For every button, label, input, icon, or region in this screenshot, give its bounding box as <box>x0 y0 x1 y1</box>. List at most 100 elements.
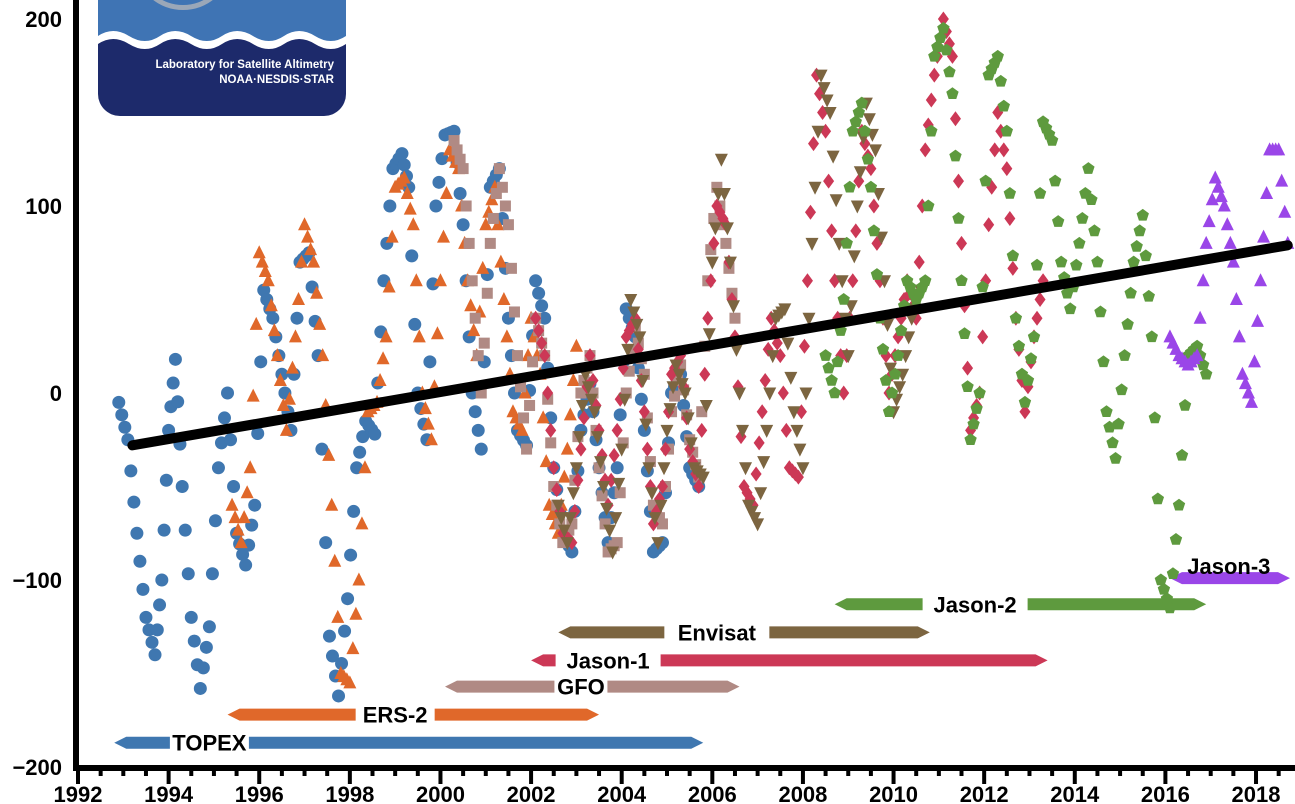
point-topex <box>169 353 182 366</box>
point-gfo <box>615 487 626 498</box>
point-jason-1 <box>920 142 931 157</box>
point-gfo <box>479 338 490 349</box>
point-jason-2 <box>1004 187 1016 199</box>
point-ers-2 <box>298 217 311 230</box>
point-gfo <box>503 219 514 230</box>
point-jason-2 <box>937 22 949 34</box>
point-jason-1 <box>962 361 973 376</box>
point-jason-1 <box>826 223 837 238</box>
point-jason-2 <box>1007 249 1019 261</box>
point-topex <box>475 443 488 456</box>
y-tick-label: 100 <box>25 194 62 219</box>
point-jason-3 <box>1251 314 1264 327</box>
point-jason-1 <box>1007 261 1018 276</box>
point-topex <box>454 187 467 200</box>
point-jason-1 <box>977 329 988 344</box>
point-jason-2 <box>1052 215 1064 227</box>
point-envisat <box>790 425 803 438</box>
x-tick-label: 1994 <box>144 782 194 804</box>
point-jason-2 <box>1055 256 1067 268</box>
point-jason-1 <box>926 93 937 108</box>
point-envisat <box>830 194 843 207</box>
point-jason-2 <box>970 402 982 414</box>
point-topex <box>188 635 201 648</box>
point-topex <box>171 395 184 408</box>
point-jason-1 <box>914 255 925 270</box>
point-jason-2 <box>992 50 1004 62</box>
point-jason-2 <box>877 343 889 355</box>
point-ers-2 <box>413 329 426 342</box>
point-jason-2 <box>1049 175 1061 187</box>
point-ers-2 <box>377 351 390 364</box>
point-gfo <box>545 437 556 448</box>
point-topex <box>472 424 485 437</box>
point-topex <box>254 355 267 368</box>
point-gfo <box>485 238 496 249</box>
point-envisat <box>757 456 770 469</box>
point-ers-2 <box>250 317 263 330</box>
x-tick-label: 2002 <box>507 782 556 804</box>
point-topex <box>368 428 381 441</box>
point-gfo <box>527 356 538 367</box>
point-jason-3 <box>1200 236 1213 249</box>
point-jason-3 <box>1260 186 1273 199</box>
point-topex <box>290 312 303 325</box>
point-jason-1 <box>699 367 710 382</box>
point-envisat <box>805 238 818 251</box>
point-gfo <box>482 288 493 299</box>
point-jason-2 <box>1088 224 1100 236</box>
point-topex <box>248 499 261 512</box>
point-topex <box>197 661 210 674</box>
point-gfo <box>720 238 731 249</box>
point-envisat <box>863 113 876 126</box>
point-envisat <box>603 525 616 538</box>
x-tick-label: 2000 <box>416 782 465 804</box>
point-jason-2 <box>1137 209 1149 221</box>
point-ers-2 <box>238 510 251 523</box>
point-envisat <box>854 166 867 179</box>
point-jason-1 <box>799 339 810 354</box>
point-topex <box>224 433 237 446</box>
point-topex <box>133 555 146 568</box>
point-jason-1 <box>983 217 994 232</box>
point-jason-1 <box>575 442 586 457</box>
point-envisat <box>657 462 670 475</box>
point-topex <box>146 636 159 649</box>
point-topex <box>347 505 360 518</box>
point-topex <box>535 299 548 312</box>
point-jason-3 <box>1275 174 1288 187</box>
point-ers-2 <box>289 329 302 342</box>
point-ers-2 <box>244 460 257 473</box>
point-envisat <box>763 388 776 401</box>
point-ers-2 <box>564 407 577 420</box>
point-topex <box>127 496 140 509</box>
point-jason-2 <box>862 153 874 165</box>
mission-label: Jason-1 <box>567 648 650 673</box>
point-ers-2 <box>567 373 580 386</box>
point-jason-2 <box>1112 418 1124 430</box>
point-jason-2 <box>1170 533 1182 545</box>
point-jason-2 <box>1031 259 1043 271</box>
mission-label: Jason-2 <box>934 592 1017 617</box>
point-ers-2 <box>328 554 341 567</box>
point-ers-2 <box>301 230 314 243</box>
point-jason-2 <box>844 181 856 193</box>
point-topex <box>149 648 162 661</box>
point-topex <box>319 536 332 549</box>
point-topex <box>341 592 354 605</box>
point-envisat <box>739 462 752 475</box>
point-topex <box>136 583 149 596</box>
point-topex <box>266 312 279 325</box>
mission-label: Jason-3 <box>1187 554 1270 579</box>
point-topex <box>408 318 421 331</box>
point-ers-2 <box>325 498 338 511</box>
point-jason-3 <box>1278 205 1291 218</box>
point-gfo <box>506 263 517 274</box>
point-envisat <box>760 425 773 438</box>
point-jason-2 <box>1118 349 1130 361</box>
point-jason-1 <box>950 111 961 126</box>
point-topex <box>209 514 222 527</box>
point-ers-2 <box>476 261 489 274</box>
point-jason-2 <box>952 212 964 224</box>
point-jason-3 <box>1194 311 1207 324</box>
